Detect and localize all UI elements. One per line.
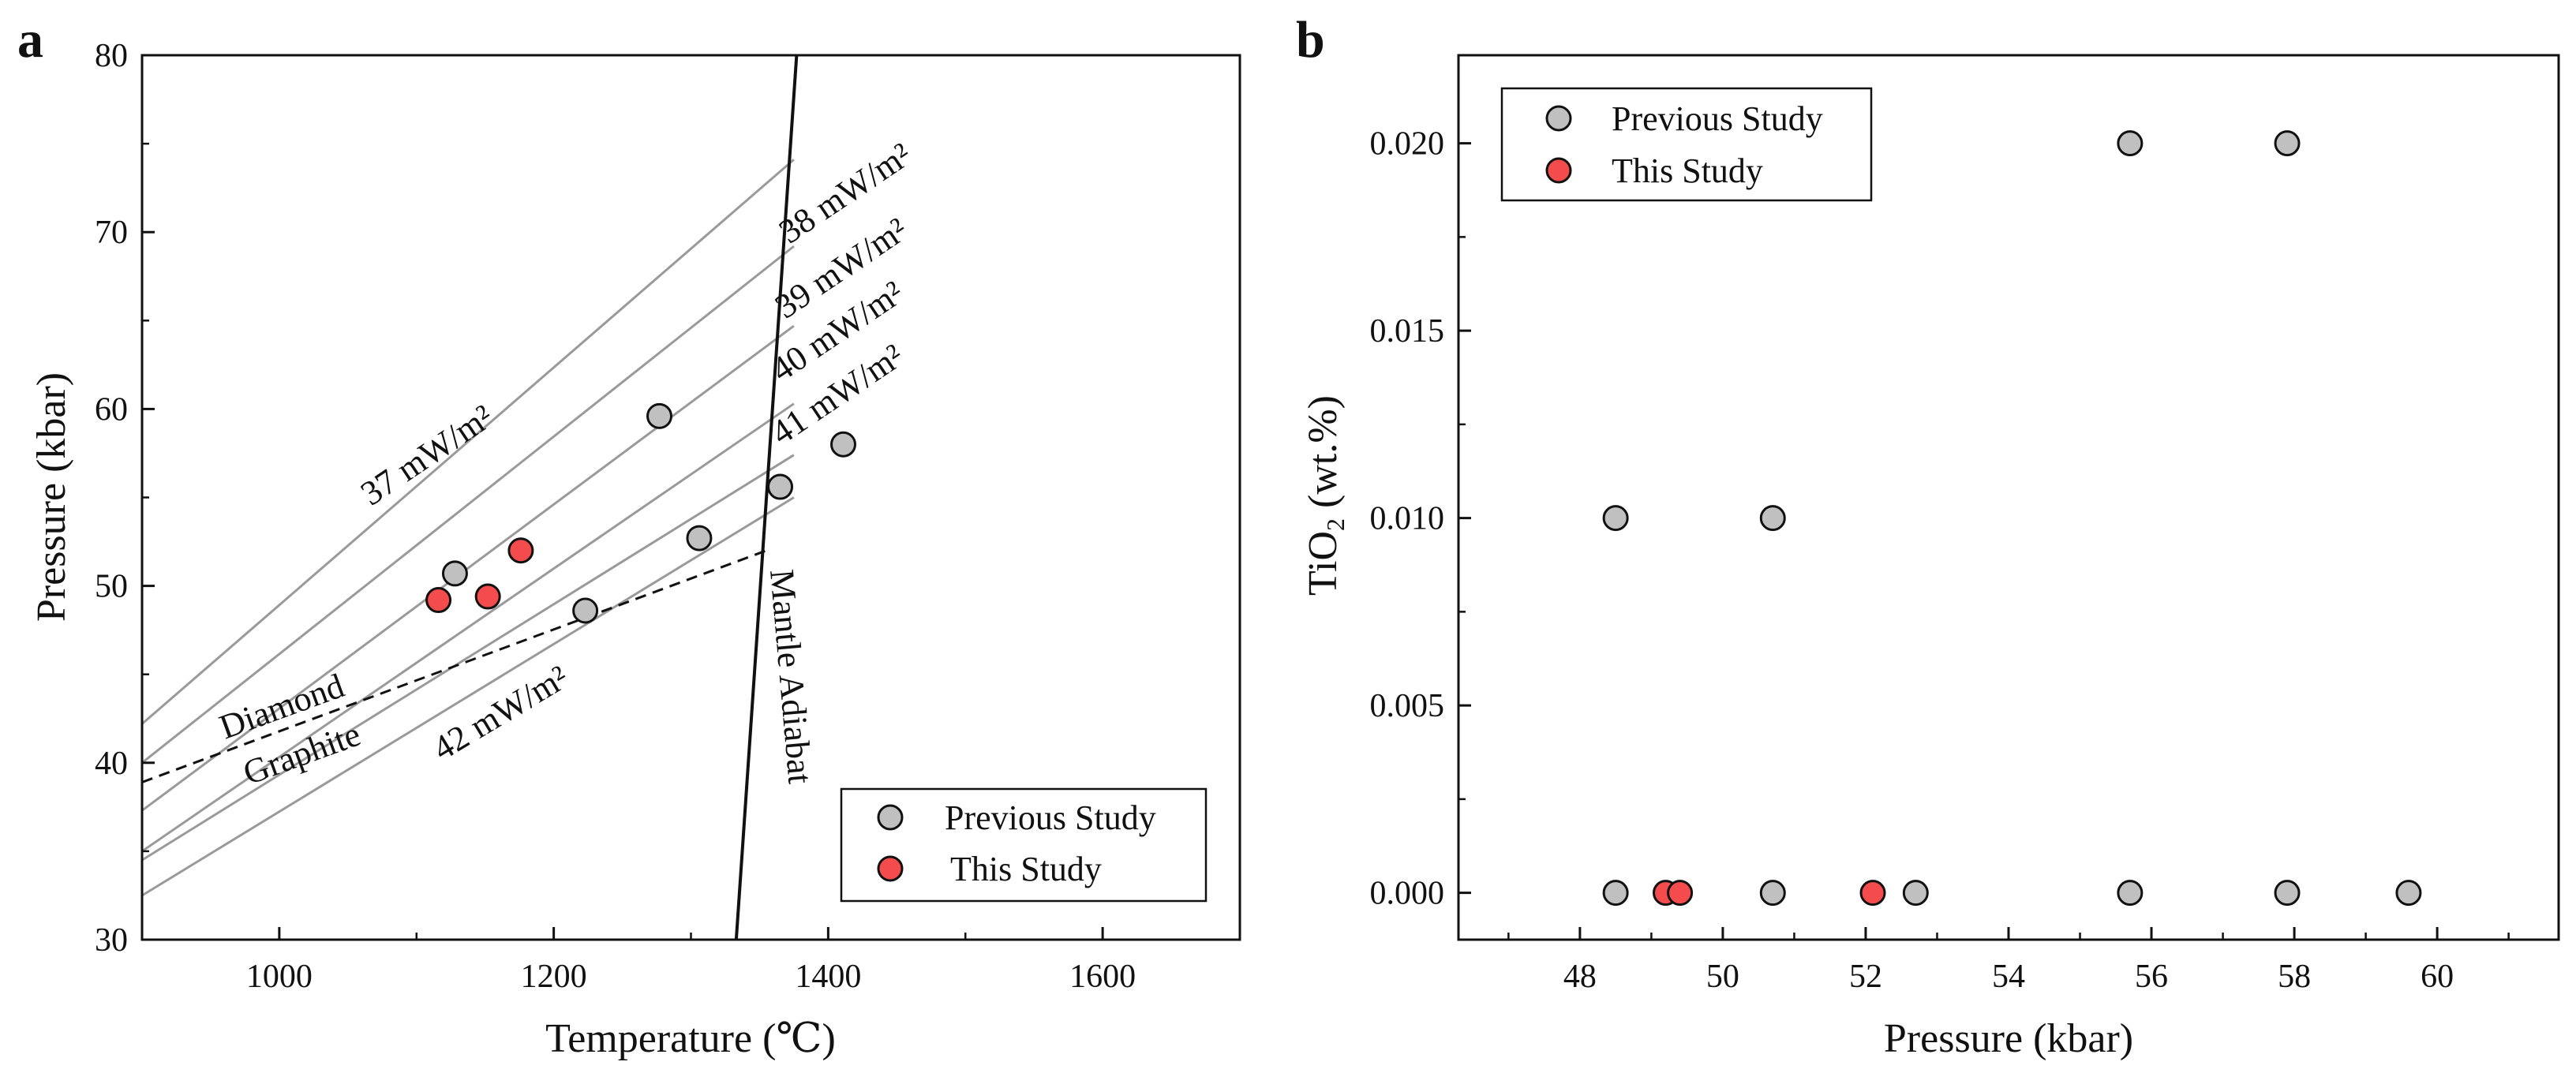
geotherm-line-40	[142, 402, 795, 853]
geotherm-line-38	[142, 245, 795, 764]
x-tick-label-a: 1000	[246, 959, 313, 995]
panel-a-points	[425, 402, 857, 624]
x-tick-label-a: 1600	[1069, 959, 1136, 995]
y-tick-label-b: 0.000	[1370, 876, 1445, 912]
x-tick-label-b: 56	[2135, 959, 2168, 995]
panel-a-y-axis-title: Pressure (kbar)	[29, 372, 74, 622]
legend-b-previous-marker	[1545, 105, 1572, 132]
x-tick-label-b: 50	[1706, 959, 1739, 995]
legend-a-previous-marker	[877, 804, 904, 831]
panel-b-x-axis-title: Pressure (kbar)	[1884, 1016, 2133, 1061]
data-point	[1602, 880, 1629, 907]
data-point	[1859, 880, 1886, 907]
data-point	[1902, 880, 1929, 907]
panel-label-b: b	[1296, 11, 1325, 69]
data-point	[686, 525, 713, 551]
geotherm-line-39	[142, 324, 795, 812]
panel-a-lines	[142, 55, 799, 940]
data-point	[2117, 880, 2144, 907]
y-tick-label-a: 50	[95, 569, 128, 605]
panel-b-y-axis-title-main: TiO	[1301, 531, 1346, 596]
x-tick-label-b: 52	[1849, 959, 1882, 995]
y-tick-label-b: 0.015	[1370, 313, 1445, 350]
x-tick-label-a: 1400	[795, 959, 861, 995]
x-tick-label-b: 60	[2421, 959, 2454, 995]
legend-b-this-marker	[1545, 157, 1572, 184]
panel-b-y-axis-title-unit: (wt.%)	[1301, 395, 1346, 518]
data-point	[2395, 880, 2422, 907]
data-point	[2117, 130, 2144, 157]
panel-label-a: a	[17, 11, 43, 69]
x-tick-label-a: 1200	[521, 959, 587, 995]
mantle-adiabat-line	[734, 55, 799, 940]
y-tick-label-b: 0.020	[1370, 126, 1445, 163]
legend-b-this-label: This Study	[1612, 151, 1763, 190]
x-tick-label-b: 54	[1992, 959, 2025, 995]
panel-b: 48 50 52 54 56 58 600.0000.0050.0100.0150.020 …	[1301, 54, 2560, 1061]
panel-b-y-axis-title: TiO2 (wt.%)	[1301, 395, 1350, 596]
legend-a-previous-label: Previous Study	[945, 798, 1156, 837]
y-tick-label-a: 30	[95, 922, 128, 959]
geotherm-line-42	[142, 496, 795, 897]
mantle-adiabat-label: Mantle Adiabat	[762, 568, 820, 786]
geotherm-line-41	[142, 454, 795, 862]
data-point	[425, 587, 452, 614]
panel-a-axes: 1000 1200 1400 1600 30 40 50 60 70 80	[95, 38, 1136, 995]
data-point	[2274, 130, 2301, 157]
panel-b-legend: Previous Study This Study	[1500, 87, 1873, 202]
legend-a-this-label: This Study	[950, 850, 1102, 888]
y-tick-label-a: 60	[95, 391, 128, 428]
geotherm-label-42: 42 mW/m²	[426, 658, 575, 768]
data-point	[1759, 880, 1786, 907]
y-tick-label-a: 80	[95, 38, 128, 74]
data-point	[441, 560, 468, 587]
panel-b-points	[1602, 130, 2422, 907]
y-tick-label-a: 40	[95, 746, 128, 782]
y-tick-label-b: 0.010	[1370, 501, 1445, 537]
y-tick-label-a: 70	[95, 215, 128, 251]
x-tick-label-b: 48	[1563, 959, 1597, 995]
y-tick-label-b: 0.005	[1370, 688, 1445, 724]
geotherm-line-37	[142, 159, 795, 725]
panel-a-x-axis-title: Temperature (℃)	[545, 1016, 836, 1061]
data-point	[474, 583, 501, 610]
data-point	[2274, 880, 2301, 907]
data-point	[767, 473, 794, 500]
panel-a-legend: Previous Study This Study	[840, 787, 1208, 903]
legend-a-this-marker	[877, 855, 904, 882]
data-point	[572, 597, 599, 624]
legend-a-box	[840, 787, 1208, 903]
data-point	[1602, 505, 1629, 532]
diamond-graphite-line	[142, 549, 767, 783]
data-point	[830, 431, 857, 458]
panel-b-axes: 48 50 52 54 56 58 60 0.000 0.005 0.010 0.015 0.020	[1370, 126, 2510, 995]
legend-b-previous-label: Previous Study	[1612, 99, 1823, 138]
data-point	[1667, 880, 1694, 907]
data-point	[507, 537, 534, 564]
panel-b-y-axis-title-sub: 2	[1321, 518, 1350, 531]
data-point	[646, 402, 673, 429]
data-point	[1759, 505, 1786, 532]
x-tick-label-b: 58	[2278, 959, 2311, 995]
